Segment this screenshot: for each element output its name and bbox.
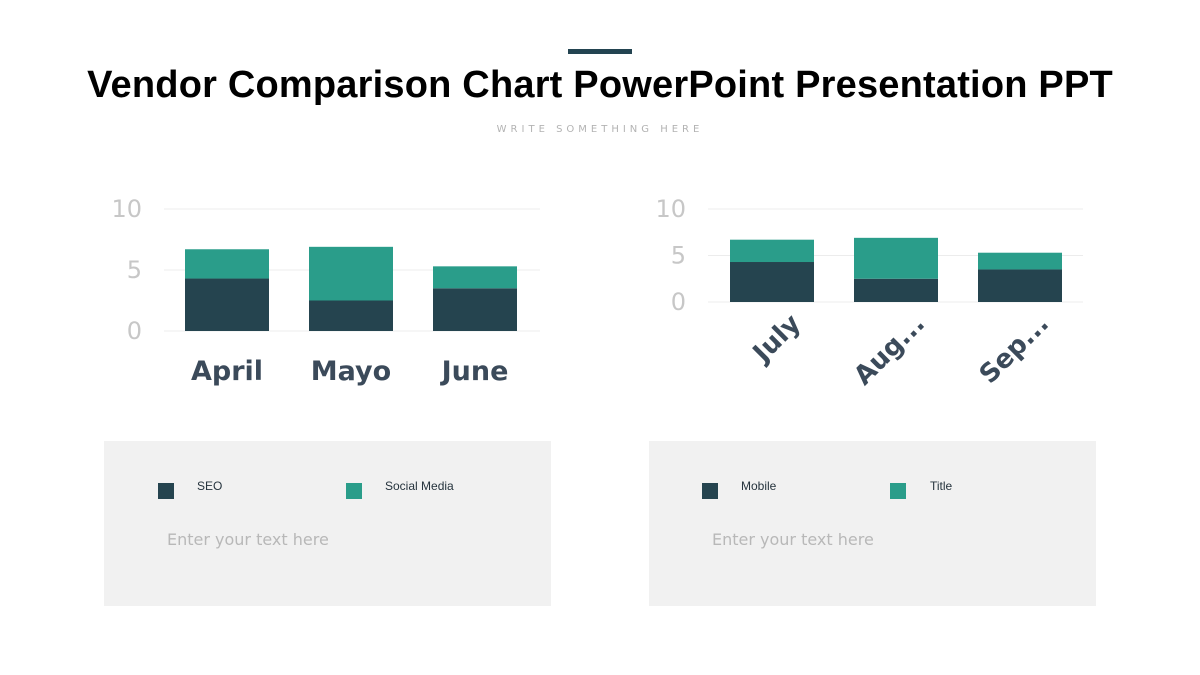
legend-swatch-mobile bbox=[702, 483, 718, 499]
x-category-label: Sep... bbox=[974, 309, 1055, 390]
y-tick-label: 5 bbox=[671, 242, 686, 270]
x-category-label: April bbox=[191, 356, 263, 387]
chart-right: 0 5 10 July Aug... Sep... bbox=[645, 190, 1200, 410]
x-category-label: Aug... bbox=[848, 309, 931, 392]
legend-label-social-media: Social Media bbox=[385, 479, 454, 493]
legend-label-title: Title bbox=[930, 479, 953, 493]
bar-title bbox=[730, 239, 814, 263]
bar-mobile bbox=[730, 262, 814, 302]
legend-panel-right: Mobile Title Enter your text here bbox=[649, 441, 1096, 606]
chart-left-svg: 0 5 10 April Mayo June bbox=[111, 195, 540, 387]
bar-seo bbox=[433, 288, 517, 331]
legend-placeholder-text[interactable]: Enter your text here bbox=[167, 530, 329, 549]
y-tick-label: 0 bbox=[127, 317, 142, 345]
x-category-label: June bbox=[440, 356, 509, 387]
legend-panel-left: SEO Social Media Enter your text here bbox=[104, 441, 551, 606]
x-category-label: July bbox=[746, 309, 807, 370]
slide-title: Vendor Comparison Chart PowerPoint Prese… bbox=[87, 64, 1113, 106]
bar-seo bbox=[309, 300, 393, 331]
legend-swatch-seo bbox=[158, 483, 174, 499]
bar-mobile bbox=[978, 269, 1062, 302]
title-accent-bar bbox=[568, 49, 632, 54]
y-tick-label: 0 bbox=[671, 288, 686, 316]
x-category-label: Mayo bbox=[311, 356, 391, 387]
bar-title bbox=[978, 252, 1062, 270]
bar-title bbox=[854, 237, 938, 279]
y-tick-label: 5 bbox=[127, 256, 142, 284]
legend-swatch-title bbox=[890, 483, 906, 499]
bar-social-media bbox=[433, 266, 517, 289]
chart-left: 0 5 10 April Mayo June bbox=[100, 190, 660, 410]
y-tick-label: 10 bbox=[655, 195, 686, 223]
chart-right-svg: 0 5 10 July Aug... Sep... bbox=[655, 195, 1083, 392]
bar-mobile bbox=[854, 278, 938, 302]
bar-social-media bbox=[185, 249, 269, 279]
legend-swatch-social-media bbox=[346, 483, 362, 499]
legend-label-mobile: Mobile bbox=[741, 479, 777, 493]
bar-seo bbox=[185, 278, 269, 331]
legend-label-seo: SEO bbox=[197, 479, 223, 493]
slide-subtitle: WRITE SOMETHING HERE bbox=[496, 124, 704, 135]
bar-social-media bbox=[309, 246, 393, 301]
legend-placeholder-text[interactable]: Enter your text here bbox=[712, 530, 874, 549]
y-tick-label: 10 bbox=[111, 195, 142, 223]
